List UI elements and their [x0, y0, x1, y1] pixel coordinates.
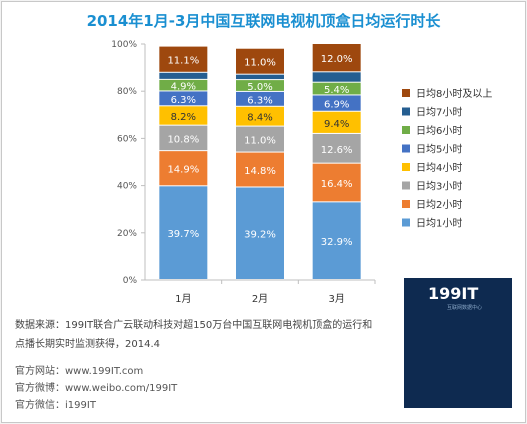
bar-segment: [159, 186, 208, 279]
data-label: 11.0%: [244, 136, 276, 147]
bar-segment: [159, 106, 208, 125]
data-label: 11.0%: [244, 58, 276, 69]
website-text: 官方网站：www.199IT.com: [15, 366, 144, 377]
y-tick-label: 20%: [117, 229, 137, 239]
legend-swatch: [402, 107, 410, 116]
bar-segment: [312, 72, 361, 82]
legend-label: 日均2小时: [416, 199, 462, 211]
data-label: 14.9%: [167, 165, 199, 176]
logo-panel: [404, 278, 512, 408]
data-label: 12.0%: [321, 54, 353, 65]
bar-segment: [312, 111, 361, 133]
legend-label: 日均3小时: [416, 181, 462, 193]
data-label: 14.8%: [244, 166, 276, 177]
data-label: 4.9%: [171, 82, 196, 93]
bar-segment: [159, 125, 208, 151]
logo-brand: 199IT: [428, 284, 479, 303]
x-tick-label: 1月: [175, 293, 191, 305]
bar-segment: [159, 46, 208, 72]
legend-swatch: [402, 200, 410, 208]
bar-segment: [159, 151, 208, 186]
data-label: 39.7%: [167, 229, 199, 240]
bar-segment: [236, 74, 284, 80]
bars-group: 39.7% 14.9% 10.8% 8.2% 6.3% 4.9% 11.1% 39.2% 14.…: [159, 44, 361, 279]
y-tick-label: 60%: [117, 134, 137, 144]
legend-swatch: [402, 144, 410, 153]
bar-segment: [236, 106, 284, 126]
legend-swatch: [402, 126, 410, 134]
legend: 日均8小时及以上日均7小时日均6小时日均5小时日均4小时日均3小时日均2小时日均…: [402, 88, 492, 230]
legend-swatch: [402, 163, 410, 171]
bar-segment: [236, 91, 284, 106]
data-label: 16.4%: [321, 179, 353, 190]
weibo-text: 官方微博：www.weibo.com/199IT: [15, 383, 178, 394]
y-tick-label: 0%: [123, 276, 138, 286]
x-tick-label: 2月: [252, 293, 268, 305]
bar-segment: [312, 44, 361, 72]
legend-swatch: [402, 89, 410, 97]
data-label: 10.8%: [167, 134, 199, 145]
legend-label: 日均4小时: [416, 162, 462, 174]
x-axis: 1月 2月 3月: [145, 279, 376, 305]
bar-segment: [159, 91, 208, 106]
data-label: 32.9%: [321, 237, 353, 248]
bar-segment: [312, 95, 361, 111]
data-label: 5.4%: [324, 85, 349, 96]
data-label: 5.0%: [247, 82, 272, 93]
data-label: 8.2%: [171, 112, 196, 123]
bar-segment: [159, 79, 208, 91]
data-label: 6.3%: [247, 95, 272, 106]
data-label: 6.9%: [324, 100, 349, 111]
bar-segment: [236, 187, 284, 279]
data-label: 8.4%: [247, 113, 272, 124]
footer-info: 官方网站：www.199IT.com 官方微博：www.weibo.com/19…: [15, 363, 177, 414]
legend-label: 日均7小时: [416, 107, 462, 119]
bar-segment: [236, 48, 284, 74]
logo-subtitle: 互联网数据中心: [447, 305, 483, 311]
y-axis: 0% 20% 40% 60% 80% 100%: [111, 40, 146, 286]
y-tick-label: 100%: [111, 40, 137, 50]
bar-segment: [236, 152, 284, 187]
chart-title: 2014年1月-3月中国互联网电视机顶盒日均运行时长: [86, 12, 441, 30]
bar-segment: [159, 72, 208, 79]
data-source-note: 数据来源：199IT联合广云联动科技对超150万台中国互联网电视机顶盒的运行和点…: [15, 320, 373, 350]
x-tick-label: 3月: [328, 293, 344, 305]
bar-segment: [236, 126, 284, 152]
y-tick-label: 40%: [117, 182, 137, 192]
bar-segment: [312, 202, 361, 279]
data-label: 6.3%: [171, 95, 196, 106]
wechat-text: 官方微信：i199IT: [15, 400, 96, 411]
legend-label: 日均6小时: [416, 125, 462, 137]
legend-label: 日均5小时: [416, 144, 462, 156]
data-label: 9.4%: [324, 119, 349, 130]
data-label: 39.2%: [244, 230, 276, 241]
legend-swatch: [402, 181, 410, 190]
bar-segment: [312, 133, 361, 163]
bar-segment: [236, 80, 284, 91]
bar-segment: [312, 163, 361, 202]
legend-label: 日均8小时及以上: [416, 88, 492, 100]
data-label: 11.1%: [167, 56, 199, 67]
legend-label: 日均1小时: [416, 218, 462, 230]
y-tick-label: 80%: [117, 87, 137, 97]
legend-swatch: [402, 218, 410, 227]
bar-segment: [312, 82, 361, 95]
data-label: 12.6%: [321, 145, 353, 156]
